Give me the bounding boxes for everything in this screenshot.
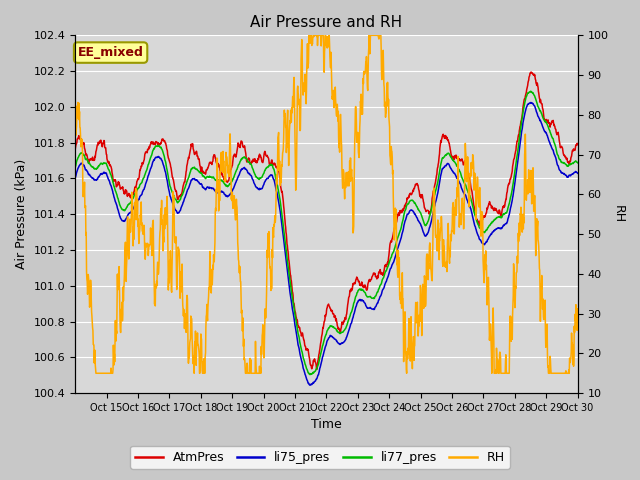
Legend: AtmPres, li75_pres, li77_pres, RH: AtmPres, li75_pres, li77_pres, RH (130, 446, 510, 469)
Text: EE_mixed: EE_mixed (77, 46, 143, 59)
X-axis label: Time: Time (311, 419, 342, 432)
Y-axis label: RH: RH (612, 205, 625, 223)
Y-axis label: Air Pressure (kPa): Air Pressure (kPa) (15, 159, 28, 269)
Title: Air Pressure and RH: Air Pressure and RH (250, 15, 403, 30)
